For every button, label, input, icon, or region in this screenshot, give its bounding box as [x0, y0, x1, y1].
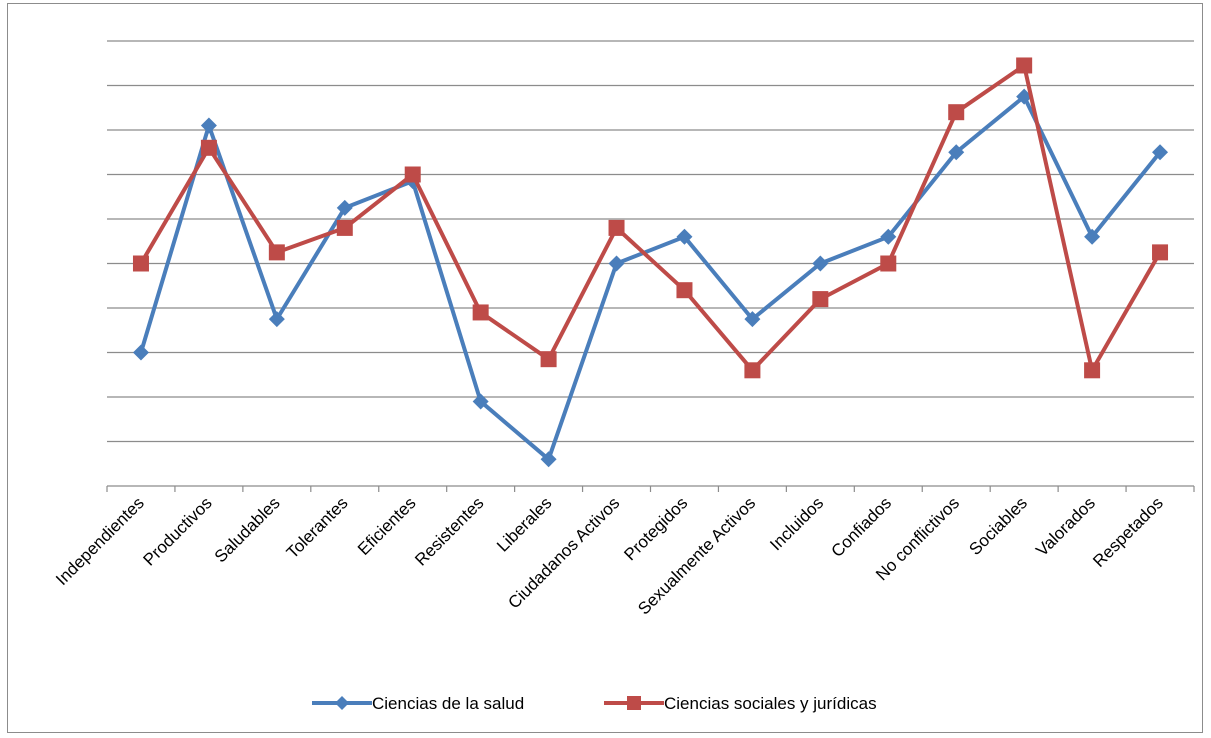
- data-point-square: [1084, 362, 1101, 379]
- data-point-diamond: [744, 311, 761, 328]
- x-tick-label: Independientes: [52, 493, 148, 589]
- x-tick-label: Productivos: [139, 493, 215, 569]
- data-point-diamond: [336, 199, 353, 216]
- data-point-square: [744, 362, 761, 379]
- data-point-diamond: [1084, 228, 1101, 245]
- data-point-diamond: [676, 228, 693, 245]
- series-line-2: [139, 63, 1162, 373]
- x-tick-label: Sexualmente Activos: [634, 493, 759, 618]
- x-tick-label: Saludables: [211, 493, 284, 566]
- data-point-diamond: [812, 255, 829, 272]
- data-point-square: [336, 219, 353, 236]
- data-point-square: [540, 351, 557, 368]
- data-point-diamond: [608, 255, 625, 272]
- x-tick-label: Protegidos: [620, 493, 691, 564]
- data-point-diamond: [880, 228, 897, 245]
- x-tick-label: Incluidos: [766, 493, 827, 554]
- x-tick-label: Confiados: [828, 493, 896, 561]
- legend-label-1: Ciencias de la salud: [372, 694, 524, 713]
- x-tick-label: Ciudadanos Activos: [504, 493, 623, 612]
- data-point-square: [812, 291, 829, 308]
- x-tick-label: Resistentes: [411, 493, 487, 569]
- data-point-diamond: [132, 344, 149, 361]
- data-point-square: [268, 244, 285, 261]
- x-tick-label: Liberales: [493, 493, 555, 555]
- legend-label-2: Ciencias sociales y jurídicas: [664, 694, 877, 713]
- legend-marker-square: [627, 696, 641, 710]
- x-tick-label: Valorados: [1032, 493, 1099, 560]
- data-point-diamond: [540, 451, 557, 468]
- data-point-square: [132, 255, 149, 272]
- data-point-square: [1152, 244, 1169, 261]
- data-point-square: [472, 304, 489, 321]
- data-point-diamond: [472, 393, 489, 410]
- data-point-square: [404, 166, 421, 183]
- data-point-diamond: [1152, 144, 1169, 161]
- data-point-diamond: [1016, 88, 1033, 105]
- data-point-square: [948, 104, 965, 121]
- x-tick-label: Sociables: [965, 493, 1031, 559]
- data-point-square: [880, 255, 897, 272]
- x-tick-label: Tolerantes: [283, 493, 352, 562]
- data-point-square: [608, 219, 625, 236]
- x-tick-label: Eficientes: [354, 493, 420, 559]
- x-tick-label: Respetados: [1089, 493, 1167, 571]
- data-point-diamond: [200, 117, 217, 134]
- data-point-square: [200, 139, 217, 156]
- legend-marker-diamond: [335, 696, 349, 710]
- series-line-1: [139, 94, 1162, 462]
- data-point-diamond: [268, 311, 285, 328]
- data-point-diamond: [948, 144, 965, 161]
- data-point-square: [1016, 57, 1033, 74]
- data-point-square: [676, 282, 693, 299]
